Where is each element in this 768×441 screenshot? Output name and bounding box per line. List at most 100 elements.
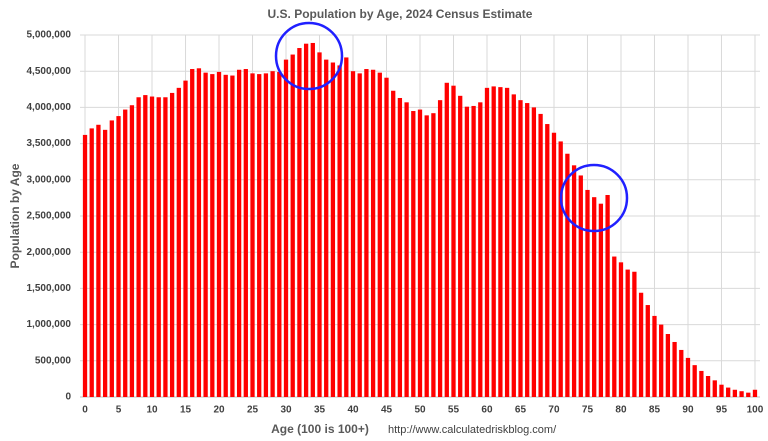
bar — [196, 68, 202, 397]
bar — [545, 124, 550, 397]
bar — [504, 87, 510, 398]
y-tick-label: 2,500,000 — [27, 211, 72, 222]
bar — [712, 380, 717, 397]
bar — [538, 113, 543, 397]
bar — [558, 141, 563, 397]
bar — [685, 357, 691, 397]
bar — [384, 77, 389, 397]
bar — [290, 54, 295, 397]
bar — [350, 71, 356, 397]
bar — [183, 80, 188, 397]
bar — [223, 74, 228, 397]
bar — [679, 349, 684, 397]
bars — [82, 42, 758, 398]
x-tick-label: 20 — [213, 405, 225, 416]
x-tick-label: 65 — [515, 405, 527, 416]
bar — [511, 94, 516, 398]
bar — [431, 113, 436, 397]
bar — [364, 69, 369, 397]
bar — [203, 72, 208, 397]
bar — [283, 59, 289, 398]
bar — [498, 87, 503, 398]
x-tick-label: 5 — [116, 405, 122, 416]
y-tick-label: 3,500,000 — [27, 138, 72, 149]
bar — [732, 389, 738, 397]
bar — [719, 384, 724, 397]
bar — [129, 105, 135, 397]
bar — [89, 128, 94, 397]
x-tick-label: 50 — [414, 405, 426, 416]
bar — [317, 52, 322, 397]
x-tick-label: 95 — [716, 405, 728, 416]
x-tick-label: 55 — [448, 405, 460, 416]
x-tick-label: 100 — [747, 405, 764, 416]
y-tick-label: 1,000,000 — [27, 319, 72, 330]
bar — [625, 269, 630, 397]
bar — [726, 387, 731, 397]
bar — [752, 389, 758, 397]
bar — [571, 165, 577, 397]
bar — [518, 100, 523, 397]
bar — [478, 102, 483, 397]
bar — [491, 86, 496, 398]
bar — [397, 97, 403, 397]
highlight-circle — [559, 163, 629, 233]
y-tick-label: 3,000,000 — [27, 174, 72, 185]
bar — [659, 324, 664, 397]
bar — [598, 203, 604, 397]
x-tick-label: 30 — [280, 405, 292, 416]
bar — [297, 48, 302, 397]
bar — [377, 72, 382, 397]
chart-title: U.S. Population by Age, 2024 Census Esti… — [268, 7, 533, 21]
y-tick-label: 4,000,000 — [27, 102, 72, 113]
bar — [672, 341, 677, 397]
bar — [458, 95, 463, 397]
bar — [163, 97, 168, 397]
bar — [250, 73, 255, 397]
x-axis-title: Age (100 is 100+) — [271, 422, 369, 436]
bar — [578, 175, 583, 397]
bar — [310, 42, 315, 398]
bar — [109, 120, 114, 397]
bar — [337, 65, 342, 398]
bar — [551, 132, 557, 398]
bar — [632, 271, 637, 397]
x-tick-label: 70 — [548, 405, 560, 416]
bar — [149, 96, 155, 397]
bar — [404, 102, 409, 397]
bar — [605, 195, 610, 397]
bar — [357, 73, 362, 397]
bar — [210, 74, 215, 397]
y-tick-label: 0 — [65, 392, 71, 403]
y-axis-title: Population by Age — [8, 163, 22, 268]
x-tick-label: 45 — [381, 405, 393, 416]
bar — [136, 97, 141, 397]
y-tick-label: 1,500,000 — [27, 283, 72, 294]
bar — [746, 392, 751, 397]
bar — [585, 189, 590, 397]
bar — [665, 334, 671, 397]
bar — [739, 391, 744, 397]
x-tick-label: 15 — [180, 405, 192, 416]
bar — [116, 116, 121, 397]
bar — [652, 315, 657, 397]
x-tick-label: 90 — [682, 405, 694, 416]
bar — [612, 256, 617, 397]
x-tick-label: 35 — [314, 405, 326, 416]
bar — [444, 82, 449, 397]
bar — [451, 85, 456, 398]
y-tick-label: 500,000 — [35, 355, 72, 366]
x-tick-label: 85 — [649, 405, 661, 416]
bar — [236, 69, 242, 397]
bar — [303, 43, 309, 398]
bar — [391, 90, 396, 398]
bar — [471, 105, 476, 398]
y-tick-label: 5,000,000 — [27, 30, 72, 41]
bar — [692, 365, 697, 397]
source-note: http://www.calculatedriskblog.com/ — [388, 424, 557, 436]
bar — [525, 103, 530, 397]
bar — [618, 262, 624, 397]
bar — [190, 69, 195, 397]
bar — [156, 97, 161, 397]
